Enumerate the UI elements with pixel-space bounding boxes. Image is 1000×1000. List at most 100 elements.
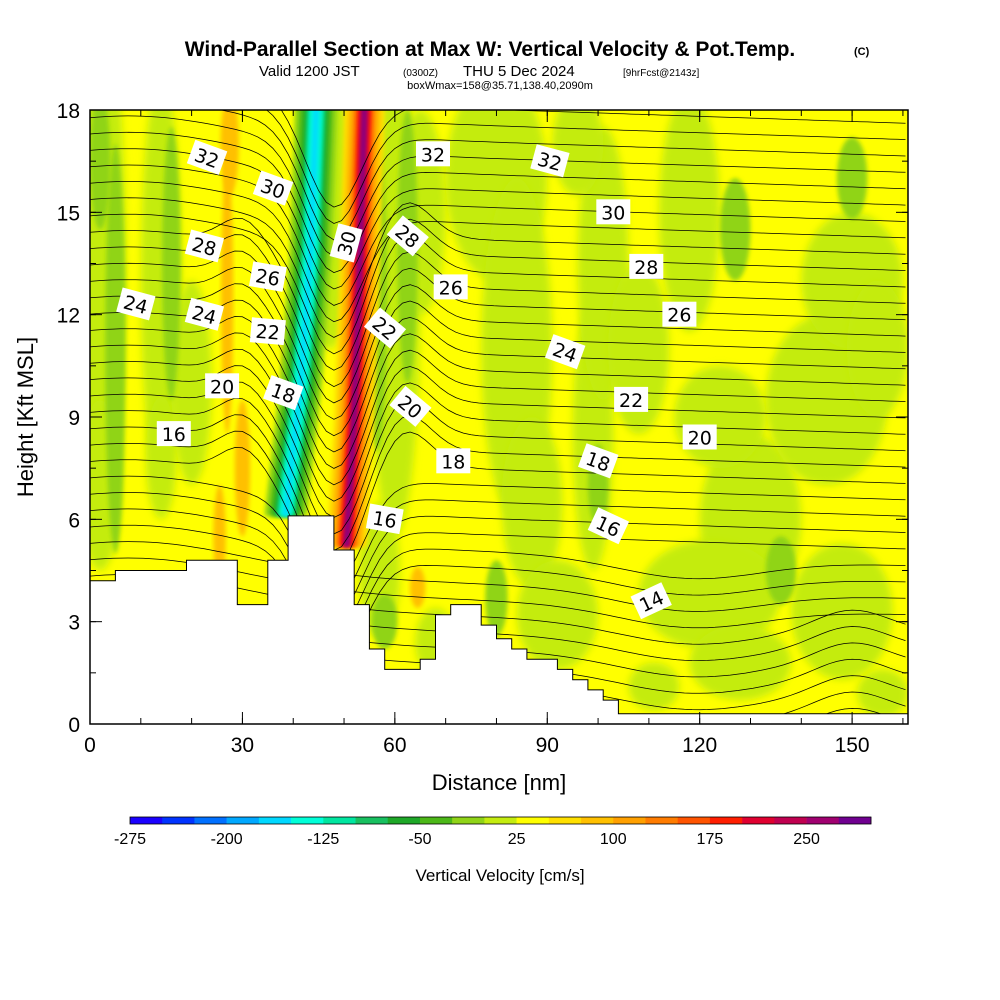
colorbar-swatch — [162, 817, 195, 824]
theta-contour — [90, 365, 906, 518]
colorbar-tick-label: -125 — [307, 831, 339, 848]
contour-label-text: 16 — [371, 507, 399, 533]
theta-contour — [90, 508, 906, 650]
theta-contour — [280, 110, 906, 208]
contour-label-box — [433, 274, 468, 300]
theta-contour — [90, 164, 906, 306]
colorbar-tick-label: 100 — [600, 831, 627, 848]
contour-label-box — [416, 141, 450, 167]
colorbar-swatch — [709, 817, 743, 824]
contour-label-box — [205, 373, 240, 399]
theta-contour — [90, 348, 906, 502]
plot-area — [90, 110, 908, 724]
contour-label-text: 26 — [439, 277, 463, 299]
green-patch — [485, 560, 508, 636]
chart-title-copyright: (C) — [854, 46, 870, 58]
theta-contour — [90, 283, 906, 437]
contour-label: 28 — [386, 215, 429, 257]
contour-label-text: 20 — [688, 428, 712, 450]
colorbar-swatch — [291, 817, 324, 824]
contour-label: 22 — [614, 386, 649, 412]
contour-label-box — [544, 334, 586, 370]
contour-label-box — [184, 229, 225, 263]
contour-label-box — [116, 287, 156, 321]
contour-label-text: 26 — [254, 265, 282, 291]
x-tick-label: 0 — [84, 734, 96, 757]
contour-label-text: 20 — [210, 376, 234, 398]
colorbar-swatch — [806, 817, 840, 824]
lightgreen-patch — [689, 625, 792, 701]
colorbar-swatch — [258, 817, 292, 824]
contour-label: 22 — [249, 317, 286, 346]
theta-contour — [90, 197, 906, 338]
colorbar-swatch — [677, 817, 711, 824]
contour-label: 28 — [629, 253, 664, 279]
theta-contour — [90, 541, 906, 612]
theta-contour — [90, 299, 906, 453]
theta-contour — [90, 430, 906, 585]
green-patch — [836, 137, 868, 220]
subtitle-valid-utc: (0300Z) — [403, 68, 438, 79]
theta-contour — [90, 492, 906, 634]
theta-contour — [90, 447, 906, 601]
theta-contour — [90, 213, 906, 355]
theta-contour — [90, 397, 906, 551]
colorbar-swatch — [645, 817, 678, 824]
contour-label-text: 26 — [667, 305, 691, 327]
x-tick-label: 30 — [231, 734, 254, 757]
colorbar-swatch — [194, 817, 227, 824]
contour-label-box — [186, 139, 228, 175]
theta-contour — [90, 115, 906, 257]
colorbar-tick-label: -50 — [408, 831, 431, 848]
contour-label-box — [596, 199, 631, 225]
contour-label-box — [389, 385, 432, 427]
green-patch — [105, 144, 126, 554]
theta-contour — [90, 475, 906, 617]
contour-label-text: 18 — [441, 451, 465, 473]
y-tick-label: 15 — [57, 202, 80, 225]
x-tick-label: 150 — [835, 734, 870, 757]
contour-label: 32 — [416, 141, 450, 167]
contour-label-box — [386, 215, 429, 257]
lightgreen-patch — [501, 417, 563, 588]
theta-contour — [219, 110, 906, 241]
downdraft-band — [282, 110, 319, 516]
contour-label: 18 — [436, 448, 471, 474]
lightgreen-patch — [552, 110, 604, 196]
colorbar-title: Vertical Velocity [cm/s] — [415, 866, 584, 885]
contour-label-box — [629, 253, 664, 279]
colorbar-swatch — [452, 817, 485, 824]
theta-contour — [266, 110, 906, 224]
subtitle-valid-date: THU 5 Dec 2024 — [463, 63, 575, 80]
colorbar-swatch — [548, 817, 582, 824]
colorbar-swatch — [838, 817, 872, 824]
x-tick-label: 120 — [682, 734, 717, 757]
y-tick-label: 9 — [68, 407, 80, 430]
x-axis-label: Distance [nm] — [432, 770, 567, 795]
contour-label-box — [329, 223, 363, 263]
lightgreen-patch — [847, 280, 908, 417]
contour-label-box — [363, 307, 407, 349]
contour-label: 26 — [662, 301, 697, 327]
colorbar-tick-label: 175 — [697, 831, 724, 848]
colorbar-swatch — [742, 817, 775, 824]
colorbar-swatch — [581, 817, 614, 824]
contour-label-box — [263, 375, 304, 411]
theta-contour — [90, 316, 906, 469]
theta-contour — [90, 217, 906, 371]
theta-contour — [90, 181, 906, 323]
y-tick-label: 0 — [68, 714, 80, 737]
contour-label-box — [184, 297, 225, 331]
green-patch — [720, 178, 751, 281]
lightgreen-patch — [857, 669, 908, 718]
colorbar-swatch — [355, 817, 389, 824]
contour-label-box — [614, 386, 649, 412]
contour-label-box — [436, 448, 471, 474]
colorbar-swatch — [130, 817, 163, 824]
theta-contour — [90, 234, 906, 388]
contour-label: 16 — [365, 503, 404, 535]
y-axis-label: Height [Kft MSL] — [13, 337, 38, 497]
colorbar-swatch — [387, 817, 421, 824]
